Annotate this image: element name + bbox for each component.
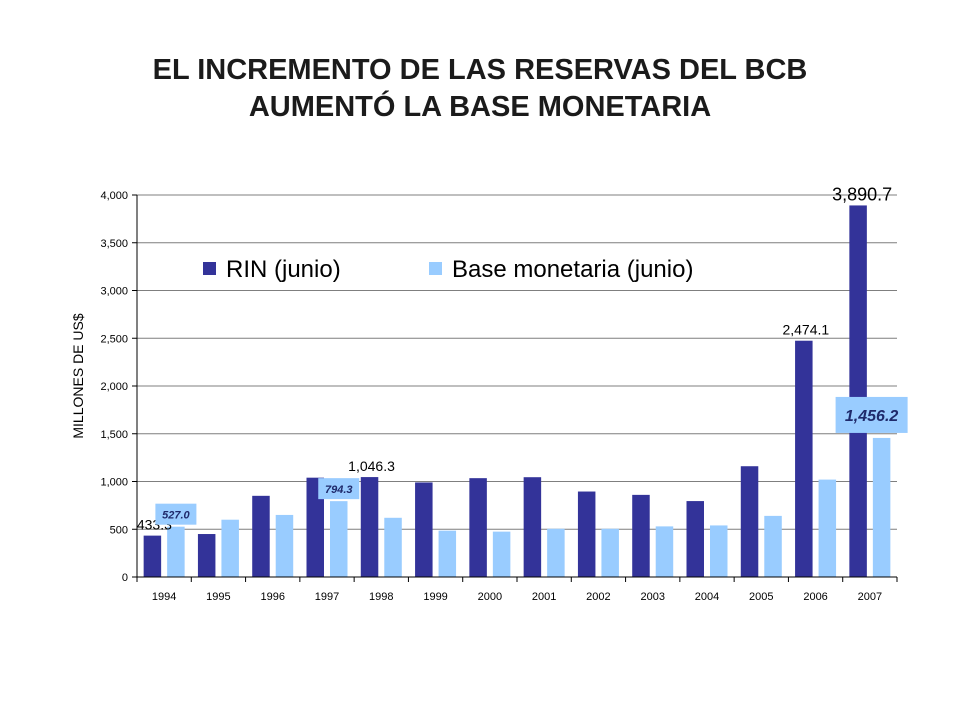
data-label: 1,456.2 <box>845 408 898 425</box>
bar-base-monetaria <box>438 530 457 577</box>
x-tick-label: 1994 <box>152 591 176 603</box>
bar-rin <box>632 494 650 577</box>
page-title-line-2: AUMENTÓ LA BASE MONETARIA <box>248 91 712 123</box>
bar-base-monetaria <box>492 531 511 577</box>
bar-rin <box>306 477 324 577</box>
x-tick-label: 1999 <box>423 591 447 603</box>
bar-rin <box>740 466 759 577</box>
bar-base-monetaria <box>655 526 674 577</box>
legend-swatch <box>429 262 442 275</box>
x-tick-label: 1997 <box>315 591 339 603</box>
bar-base-monetaria <box>601 528 619 577</box>
bar-base-monetaria <box>710 525 728 577</box>
bar-rin <box>415 482 433 577</box>
bar-base-monetaria <box>167 526 185 577</box>
y-tick-label: 3,500 <box>100 238 128 250</box>
y-tick-label: 1,500 <box>100 429 128 441</box>
y-tick-label: 4,000 <box>100 190 128 202</box>
bar-base-monetaria <box>547 528 565 577</box>
bar-rin <box>360 477 379 577</box>
bar-rin <box>523 477 542 577</box>
x-tick-label: 2005 <box>749 591 773 603</box>
data-label-box <box>835 396 908 433</box>
y-tick-label: 500 <box>110 524 128 536</box>
y-axis-label: MILLONES DE US$ <box>70 313 86 438</box>
legend-label: RIN (junio) <box>226 256 341 283</box>
bar-rin <box>849 205 867 577</box>
page-title: EL INCREMENTO DE LAS RESERVAS DEL BCB AU… <box>0 52 960 126</box>
x-tick-label: 1995 <box>206 591 230 603</box>
x-tick-label: 1996 <box>260 591 284 603</box>
bar-rin <box>469 478 487 577</box>
bar-rin <box>577 491 596 577</box>
bar-base-monetaria <box>764 515 782 577</box>
data-label-box <box>318 478 360 500</box>
y-tick-label: 3,000 <box>100 286 128 298</box>
bar-base-monetaria <box>872 437 891 577</box>
bar-rin <box>795 340 813 577</box>
x-tick-label: 1998 <box>369 591 393 603</box>
x-tick-label: 2006 <box>803 591 827 603</box>
bar-base-monetaria <box>330 501 348 577</box>
x-tick-label: 2000 <box>478 591 502 603</box>
bar-base-monetaria <box>818 479 837 577</box>
bar-rin <box>252 495 270 577</box>
y-tick-label: 2,000 <box>100 381 128 393</box>
data-label: 1,046.3 <box>348 458 395 474</box>
data-label: 794.3 <box>325 484 353 496</box>
y-tick-label: 0 <box>122 572 128 584</box>
x-tick-label: 2004 <box>695 591 719 603</box>
bar-base-monetaria <box>275 514 294 577</box>
data-label: 3,890.7 <box>832 184 892 204</box>
legend-swatch <box>203 262 216 275</box>
y-tick-label: 2,500 <box>100 333 128 345</box>
x-tick-label: 2001 <box>532 591 556 603</box>
x-tick-label: 2002 <box>586 591 610 603</box>
bar-base-monetaria <box>384 517 402 577</box>
page-title-line-1: EL INCREMENTO DE LAS RESERVAS DEL BCB <box>152 54 808 86</box>
legend-label: Base monetaria (junio) <box>452 256 693 283</box>
bar-rin <box>686 501 704 577</box>
data-label: 2,474.1 <box>782 322 829 338</box>
data-label: 527.0 <box>162 510 190 522</box>
bar-base-monetaria <box>221 519 239 577</box>
x-tick-label: 2007 <box>858 591 882 603</box>
data-label-box <box>155 503 197 525</box>
bar-rin <box>143 535 162 577</box>
y-tick-label: 1,000 <box>100 477 128 489</box>
bar-rin <box>197 534 216 577</box>
x-tick-label: 2003 <box>640 591 664 603</box>
